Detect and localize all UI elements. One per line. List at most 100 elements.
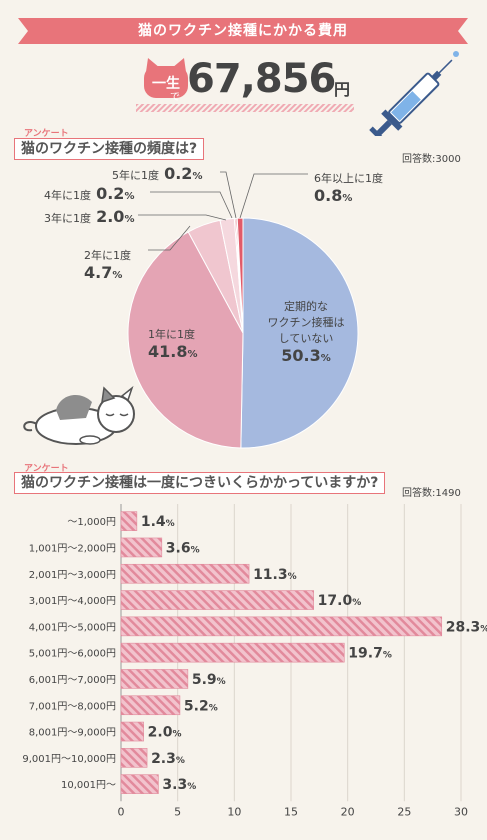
- cat-head-badge: [144, 58, 188, 98]
- survey-tag: アンケート: [24, 129, 69, 139]
- total-label: 一生: [152, 76, 180, 92]
- pie-label-2year: 2年に1度 4.7%: [84, 247, 131, 282]
- pie-value-unit: %: [187, 349, 198, 360]
- bar: [120, 511, 138, 531]
- bar: [120, 563, 250, 584]
- pie-slice: [240, 217, 359, 449]
- leader-line-3year: [138, 214, 227, 221]
- category-label: 〜1,000円: [67, 517, 116, 528]
- category-label: 6,001円〜7,000円: [29, 675, 116, 686]
- pie-slice-label: 1年に1度: [148, 328, 195, 341]
- bar-value-unit: %: [217, 677, 226, 687]
- bar-value-unit: %: [352, 598, 361, 608]
- pie-slice: [127, 231, 244, 449]
- bar: [120, 748, 148, 768]
- pie-label-3year: 3年に1度 2.0%: [44, 207, 134, 226]
- x-tick-label: 5: [174, 805, 181, 818]
- pie-question-title: 猫のワクチン接種の頻度は?: [14, 138, 205, 160]
- bar-value-label: 1.4%: [141, 514, 175, 530]
- pie-value-unit: %: [124, 214, 135, 225]
- bar: [120, 695, 181, 716]
- pie-slice-label-line: していない: [278, 332, 334, 345]
- bar-value-unit: %: [209, 703, 218, 713]
- pie-slice-label: 2年に1度: [84, 249, 131, 262]
- pie-slice-value: 0.2: [164, 164, 193, 183]
- x-tick-label: 20: [341, 805, 355, 818]
- pie-label-4year: 4年に1度 0.2%: [44, 184, 134, 203]
- bar-value-unit: %: [176, 756, 185, 766]
- underline-stripes: [136, 104, 354, 112]
- bar-chart: 0 5 10 15 20 25 30 〜1,000円 1.4% 1,001円〜2,000円 3.6%…: [22, 504, 487, 818]
- bar-value-unit: %: [191, 545, 200, 555]
- pie-slice-label: 4年に1度: [44, 189, 91, 202]
- pie-value-unit: %: [342, 193, 353, 204]
- category-label: 10,001円〜: [61, 780, 116, 791]
- pie-label-5year: 5年に1度 0.2%: [112, 164, 202, 183]
- bar-value-label: 2.0%: [148, 725, 182, 741]
- total-suffix: で: [170, 92, 180, 103]
- total-unit: 円: [334, 80, 351, 99]
- pie-slice-value: 4.7: [84, 263, 113, 282]
- pie-value-unit: %: [124, 191, 135, 202]
- x-tick-label: 30: [454, 805, 468, 818]
- pie-slice: [236, 217, 244, 334]
- pie-slice-label: 3年に1度: [44, 212, 91, 225]
- bar: [120, 721, 144, 742]
- category-label: 7,001円〜8,000円: [29, 701, 116, 712]
- leader-line-5year: [220, 171, 237, 219]
- bar-value-label: 17.0%: [318, 593, 362, 609]
- bar-value-unit: %: [288, 572, 297, 582]
- bar: [120, 642, 345, 663]
- pie-value-unit: %: [320, 353, 331, 364]
- bar: [120, 616, 443, 637]
- leader-line-4year: [150, 191, 233, 219]
- pie-label-1year: 1年に1度 41.8%: [148, 326, 198, 361]
- bar-value-unit: %: [480, 624, 487, 634]
- x-tick-label: 15: [284, 805, 298, 818]
- pie-slice-label: 6年以上に1度: [314, 172, 383, 185]
- bar-value-label: 2.3%: [151, 751, 185, 767]
- category-label: 4,001円〜5,000円: [29, 622, 116, 633]
- pie-slice-value: 41.8: [148, 342, 188, 361]
- category-label: 1,001円〜2,000円: [29, 543, 116, 554]
- leader-line-2year: [148, 225, 191, 251]
- survey-tag: アンケート: [24, 464, 69, 474]
- bar: [120, 590, 314, 610]
- pie-value-unit: %: [112, 270, 123, 281]
- category-label: 5,001円〜6,000円: [29, 649, 116, 660]
- x-tick-label: 25: [397, 805, 411, 818]
- bar-value-label: 3.3%: [162, 777, 196, 793]
- bar-value-unit: %: [166, 519, 175, 529]
- bar: [120, 669, 189, 689]
- bar-value-unit: %: [172, 730, 181, 740]
- pie-slice-value: 0.2: [96, 184, 125, 203]
- category-label: 3,001円〜4,000円: [29, 596, 116, 607]
- x-tick-label: 10: [227, 805, 241, 818]
- bar-value-label: 11.3%: [253, 567, 297, 583]
- pie-chart: [127, 171, 359, 449]
- title-banner: [18, 18, 468, 44]
- bar: [120, 537, 163, 558]
- syringe-icon: [369, 51, 459, 136]
- pie-response-count: 回答数:3000: [402, 154, 461, 165]
- pie-value-unit: %: [192, 171, 203, 182]
- bar-value-label: 28.3%: [446, 619, 487, 635]
- page-title: 猫のワクチン接種にかかる費用: [138, 23, 348, 39]
- bar-response-count: 回答数:1490: [402, 488, 461, 499]
- pie-slice-value: 50.3: [281, 346, 321, 365]
- pie-slice-value: 0.8: [314, 186, 343, 205]
- pie-slice-label: 5年に1度: [112, 169, 159, 182]
- pie-slice-label-line: ワクチン接種は: [267, 316, 345, 329]
- pie-label-no-vaccine: 定期的な ワクチン接種は していない 50.3%: [266, 298, 346, 365]
- leader-line-6year-plus: [239, 173, 308, 219]
- bar-question-title: 猫のワクチン接種は一度につきいくらかかっていますか?: [14, 472, 386, 494]
- bar: [120, 774, 159, 794]
- bar-value-label: 19.7%: [348, 646, 392, 662]
- bar-value-unit: %: [187, 782, 196, 792]
- pie-label-6year-plus: 6年以上に1度 0.8%: [314, 170, 383, 205]
- total-value: 67,856: [187, 56, 336, 102]
- bar-value-label: 5.9%: [192, 672, 226, 688]
- x-tick-label: 0: [118, 805, 125, 818]
- category-label: 2,001円〜3,000円: [29, 570, 116, 581]
- bar-value-label: 3.6%: [166, 540, 200, 556]
